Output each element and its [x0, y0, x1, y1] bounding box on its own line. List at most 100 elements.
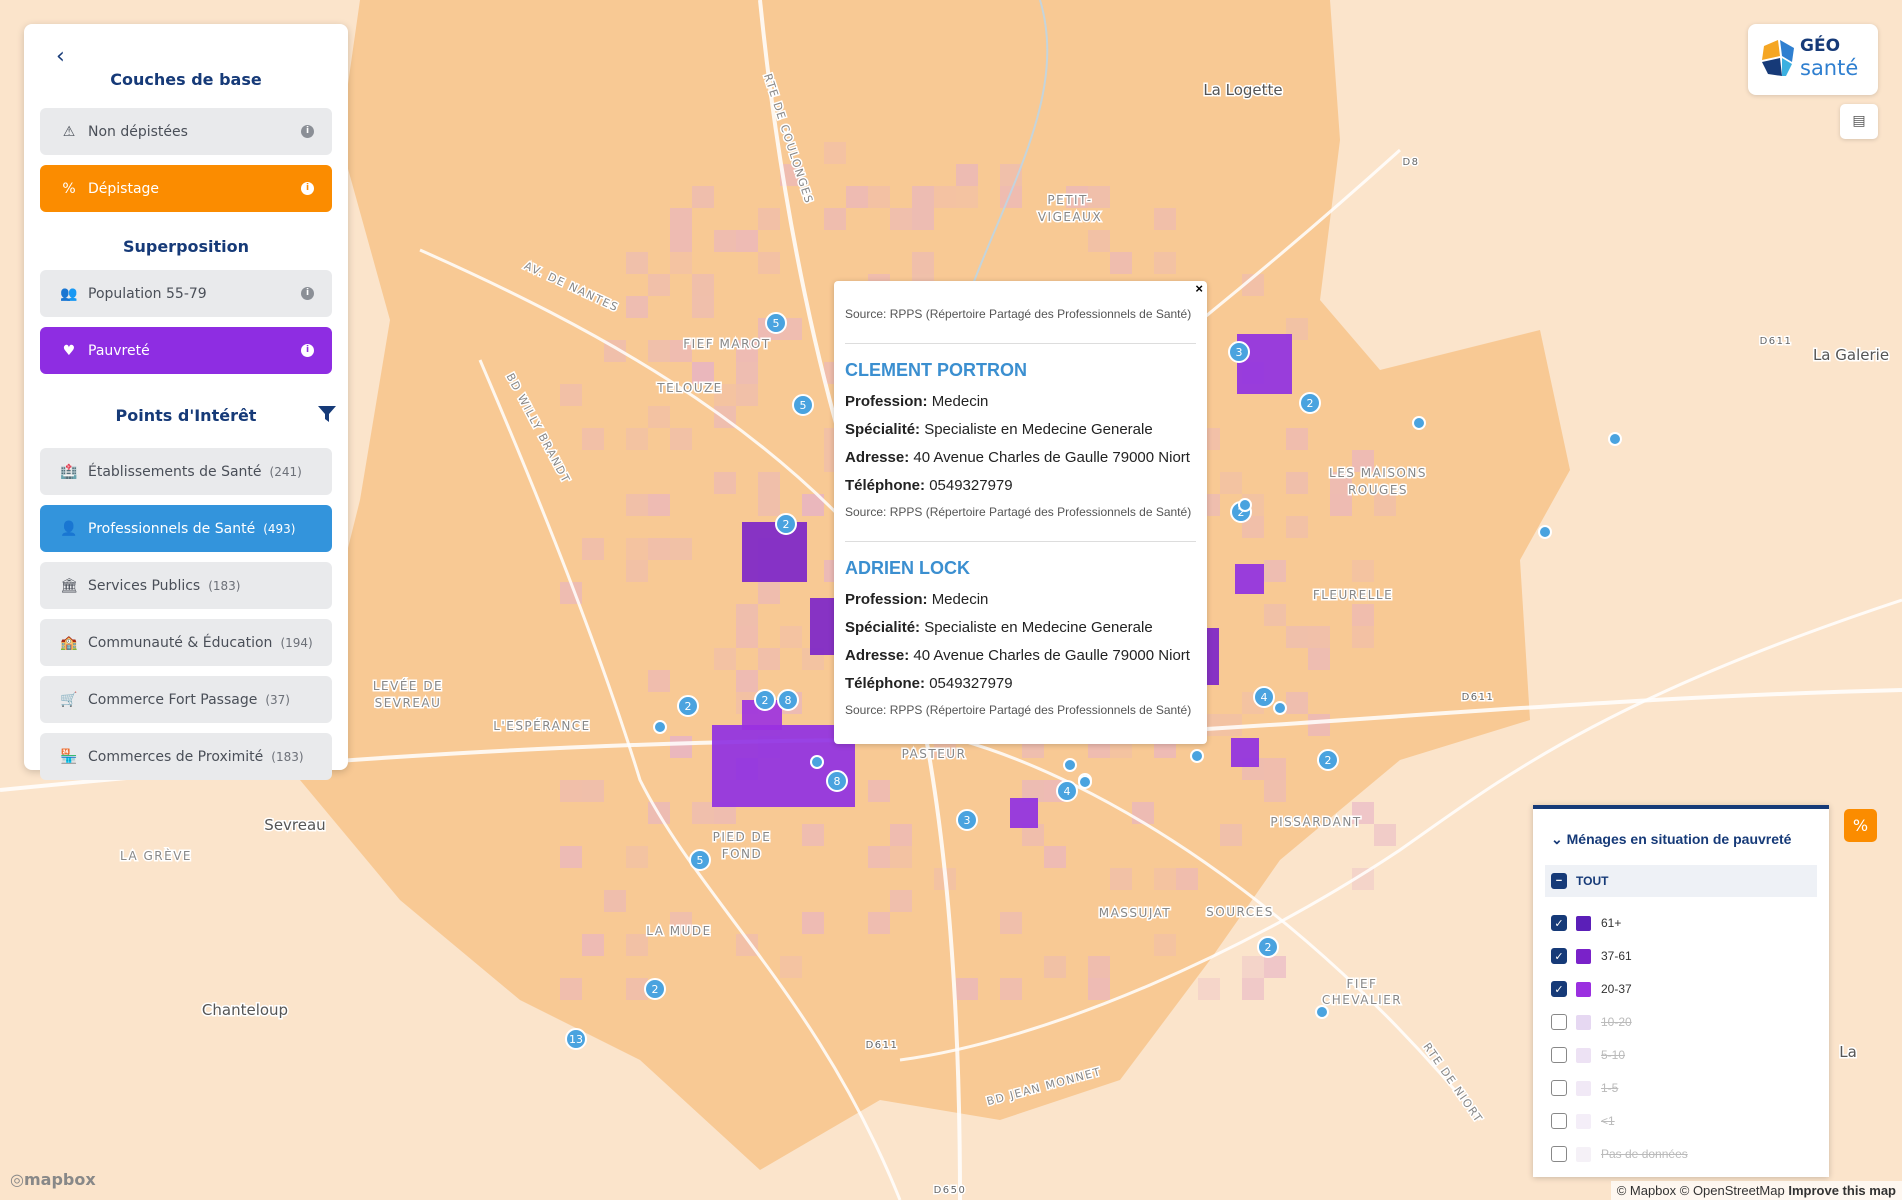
- checkbox[interactable]: ✓: [1551, 948, 1567, 964]
- back-button[interactable]: ‹: [56, 44, 65, 69]
- checkbox[interactable]: ✓: [1551, 981, 1567, 997]
- cluster-count: 5: [697, 854, 704, 867]
- cluster-marker[interactable]: [565, 1028, 587, 1050]
- density-tile: [868, 912, 890, 934]
- density-tile: [736, 362, 758, 384]
- poi-dot[interactable]: [1273, 701, 1287, 715]
- density-tile: [1220, 824, 1242, 846]
- poi-dot[interactable]: [1078, 775, 1092, 789]
- poi-dot[interactable]: [653, 720, 667, 734]
- cluster-marker[interactable]: [1253, 686, 1275, 708]
- poi-dot[interactable]: [1190, 749, 1204, 763]
- overlay-button[interactable]: ♥ Pauvreté i: [40, 327, 332, 374]
- legend-label: 1-5: [1601, 1081, 1619, 1095]
- overlay-button[interactable]: 👥 Population 55-79 i: [40, 270, 332, 317]
- density-tile: [1286, 516, 1308, 538]
- cluster-marker[interactable]: [956, 809, 978, 831]
- checkbox[interactable]: [1551, 1014, 1567, 1030]
- legend-swatch: [1576, 1047, 1591, 1063]
- cluster-marker[interactable]: [644, 978, 666, 1000]
- checkbox[interactable]: [1551, 1080, 1567, 1096]
- poi-button[interactable]: 🏫 Communauté & Éducation (194): [40, 619, 332, 666]
- legend-all[interactable]: − TOUT: [1551, 873, 1608, 889]
- poi-button[interactable]: 🏛 Services Publics (183): [40, 562, 332, 609]
- logo: GÉO santé: [1748, 24, 1878, 95]
- poi-dot[interactable]: [1063, 758, 1077, 772]
- cluster-marker[interactable]: [677, 695, 699, 717]
- density-tile: [692, 186, 714, 208]
- checkbox[interactable]: ✓: [1551, 915, 1567, 931]
- cluster-marker[interactable]: [792, 394, 814, 416]
- checkbox[interactable]: [1551, 1047, 1567, 1063]
- legend-item[interactable]: ✓ 61+: [1551, 915, 1621, 931]
- legend-item[interactable]: 10-20: [1551, 1014, 1632, 1030]
- legend-swatch: [1576, 1080, 1591, 1096]
- poi-dot[interactable]: [810, 755, 824, 769]
- legend-item[interactable]: ✓ 20-37: [1551, 981, 1632, 997]
- cluster-marker[interactable]: [826, 770, 848, 792]
- density-tile: [1022, 780, 1044, 802]
- legend-item[interactable]: <1: [1551, 1113, 1615, 1129]
- density-tile: [648, 494, 670, 516]
- close-button[interactable]: ×: [1195, 281, 1203, 296]
- poi-button[interactable]: 🏪 Commerces de Proximité (183): [40, 733, 332, 780]
- poi-count: (194): [280, 635, 313, 650]
- professional-name[interactable]: CLEMENT PORTRON: [845, 360, 1027, 380]
- density-tile: [1352, 626, 1374, 648]
- cluster-marker[interactable]: [775, 513, 797, 535]
- map-label: La: [1839, 1043, 1857, 1061]
- logo-icon: [1762, 40, 1794, 76]
- legend-toggle[interactable]: %: [1844, 809, 1877, 842]
- legend-item[interactable]: 1-5: [1551, 1080, 1618, 1096]
- info-icon[interactable]: i: [301, 344, 314, 357]
- cluster-marker[interactable]: [765, 312, 787, 334]
- info-icon[interactable]: i: [301, 287, 314, 300]
- field-label: Profession:: [845, 393, 928, 410]
- density-tile: [1286, 472, 1308, 494]
- map-label: LES MAISONS: [1329, 466, 1427, 480]
- cluster-marker[interactable]: [754, 689, 776, 711]
- improve-link[interactable]: Improve this map: [1788, 1183, 1896, 1198]
- poi-dot[interactable]: [1315, 1005, 1329, 1019]
- legend-item[interactable]: Pas de données: [1551, 1146, 1688, 1162]
- credits[interactable]: © Mapbox © OpenStreetMap: [1616, 1183, 1785, 1198]
- cluster-marker[interactable]: [1317, 749, 1339, 771]
- density-tile: [890, 208, 912, 230]
- field-label: Téléphone:: [845, 675, 926, 692]
- layer-label: Non dépistées: [88, 123, 188, 140]
- checkbox[interactable]: [1551, 1113, 1567, 1129]
- cluster-marker[interactable]: [1257, 936, 1279, 958]
- density-tile: [1154, 934, 1176, 956]
- cluster-count: 2: [1265, 941, 1272, 954]
- export-button[interactable]: ▤: [1840, 104, 1878, 139]
- mapbox-logo[interactable]: ◎mapbox: [10, 1170, 96, 1189]
- field-value: 0549327979: [929, 477, 1013, 494]
- layer-button[interactable]: % Dépistage i: [40, 165, 332, 212]
- poi-dot[interactable]: [1412, 416, 1426, 430]
- poi-button[interactable]: 🏥 Établissements de Santé (241): [40, 448, 332, 495]
- filter-icon[interactable]: [318, 406, 336, 422]
- info-icon[interactable]: i: [301, 182, 314, 195]
- cluster-marker[interactable]: [1228, 341, 1250, 363]
- poi-dot[interactable]: [1538, 525, 1552, 539]
- checkbox[interactable]: [1551, 1146, 1567, 1162]
- info-icon[interactable]: i: [301, 125, 314, 138]
- density-tile: [670, 340, 692, 362]
- field-row: Spécialité: Specialiste en Medecine Gene…: [845, 619, 1196, 636]
- professional-name[interactable]: ADRIEN LOCK: [845, 558, 970, 578]
- cluster-marker[interactable]: [1299, 392, 1321, 414]
- poi-button[interactable]: 🛒 Commerce Fort Passage (37): [40, 676, 332, 723]
- poi-dot[interactable]: [1608, 432, 1622, 446]
- cluster-marker[interactable]: [777, 689, 799, 711]
- poi-button[interactable]: 👤 Professionnels de Santé (493): [40, 505, 332, 552]
- cluster-marker[interactable]: [689, 849, 711, 871]
- legend-title[interactable]: ⌄ Ménages en situation de pauvreté: [1551, 831, 1792, 847]
- poi-label: Professionnels de Santé: [88, 520, 256, 537]
- poi-dot[interactable]: [1238, 498, 1252, 512]
- cluster-marker[interactable]: [1056, 780, 1078, 802]
- layer-button[interactable]: ⚠ Non dépistées i: [40, 108, 332, 155]
- poverty-area: [1207, 628, 1219, 685]
- legend-item[interactable]: ✓ 37-61: [1551, 948, 1632, 964]
- legend-item[interactable]: 5-10: [1551, 1047, 1625, 1063]
